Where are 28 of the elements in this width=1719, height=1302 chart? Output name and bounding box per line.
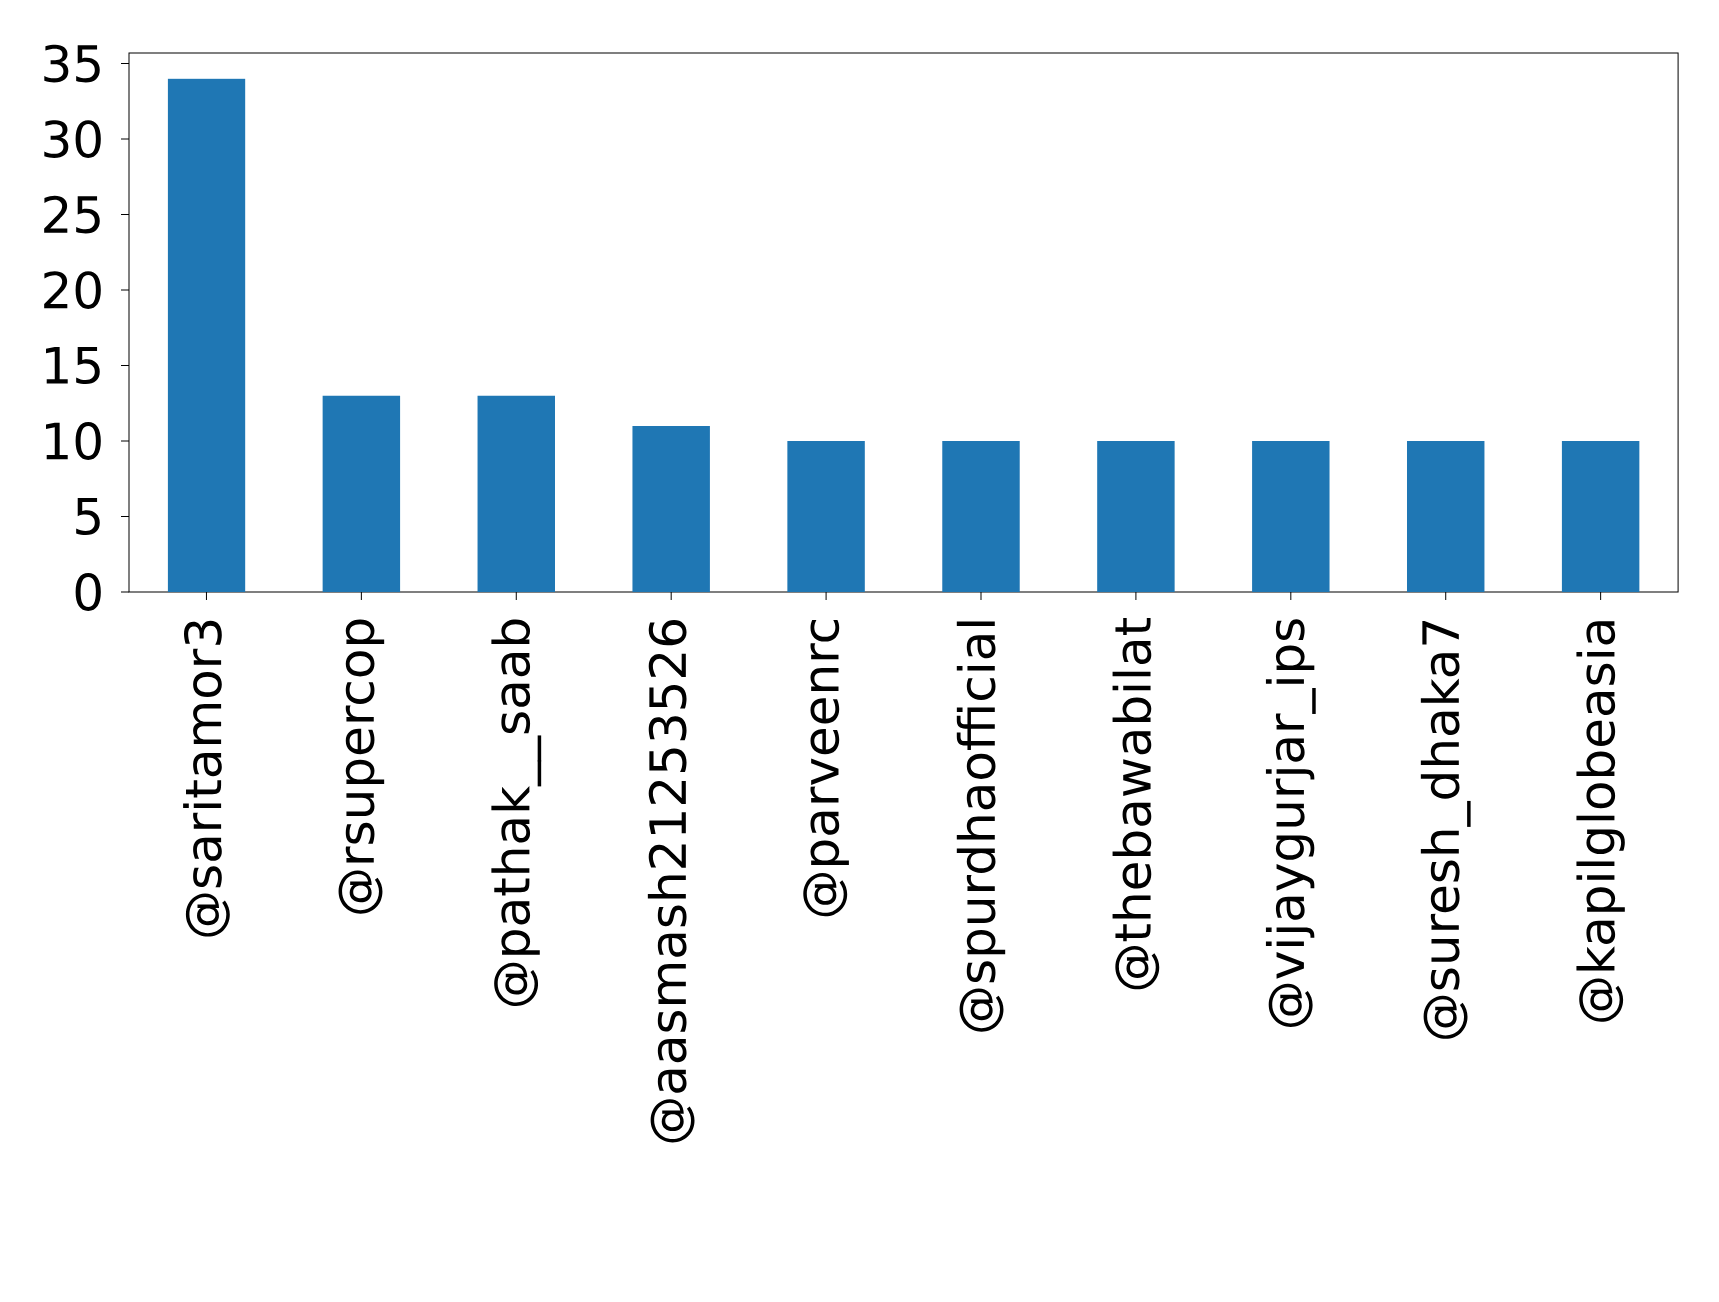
x-tick-label: @kapilglobeasia — [1576, 621, 1625, 1022]
y-tick-label: 10 — [46, 422, 101, 460]
bar — [632, 425, 710, 592]
x-tick-label: @spurdhaofficial — [956, 621, 1006, 1032]
x-tick-label: @aasmash21253526 — [647, 620, 695, 1143]
bar — [322, 395, 401, 592]
bar — [787, 441, 865, 592]
y-tick-label: 0 — [75, 573, 101, 611]
x-tick-label: @vijaygurjar_ips — [1265, 619, 1316, 1027]
bar — [1097, 441, 1175, 592]
x-tick-label: @pathak__saab — [491, 619, 542, 1006]
bar — [942, 441, 1020, 592]
y-tick-label: 35 — [44, 44, 100, 83]
y-tick-label: 15 — [46, 346, 100, 385]
x-tick-label: @suresh_dhaka7 — [1420, 621, 1471, 1039]
bar — [1252, 441, 1330, 592]
y-tick-label: 5 — [76, 497, 100, 536]
bar — [1561, 441, 1640, 592]
y-tick-label: 25 — [44, 195, 100, 234]
x-tick-label: @rsupercop — [338, 619, 385, 914]
y-tick-label: 20 — [44, 271, 101, 309]
bar — [477, 395, 555, 592]
bar — [167, 78, 246, 592]
x-tick-label: @thebawabilat — [1112, 617, 1160, 990]
x-tick-label: @parveenrc — [803, 619, 849, 917]
bar — [1407, 441, 1485, 592]
y-tick-label: 30 — [44, 120, 101, 158]
x-tick-label: @saritamor3 — [183, 620, 230, 937]
